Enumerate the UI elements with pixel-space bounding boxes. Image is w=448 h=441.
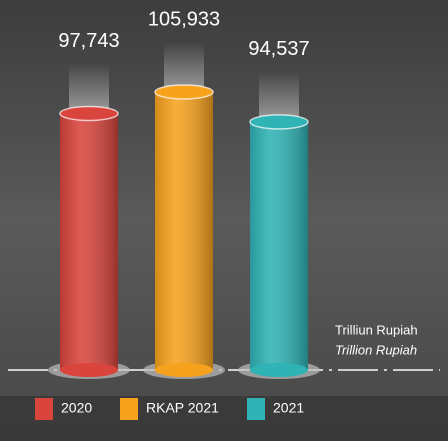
legend-swatch xyxy=(120,398,138,420)
bar-shine xyxy=(60,113,118,371)
label-glow xyxy=(164,42,204,92)
bar-bottom xyxy=(60,363,118,377)
legend-label: 2020 xyxy=(61,400,92,416)
value-label: 105,933 xyxy=(148,8,220,30)
legend-swatch xyxy=(35,398,53,420)
bar-top xyxy=(249,114,309,130)
legend-swatch xyxy=(247,398,265,420)
bar-top xyxy=(59,105,119,122)
value-label: 94,537 xyxy=(248,38,309,60)
bar-top xyxy=(154,84,214,100)
legend-band xyxy=(0,396,448,441)
label-glow xyxy=(259,71,299,122)
value-label: 97,743 xyxy=(58,30,119,52)
unit-label: Trillion Rupiah xyxy=(335,342,417,357)
bar-bottom xyxy=(155,363,213,377)
label-glow xyxy=(69,63,109,114)
bar-shine xyxy=(250,121,308,370)
legend-label: RKAP 2021 xyxy=(146,400,219,416)
legend-label: 2021 xyxy=(273,400,304,416)
bar-shine xyxy=(155,92,213,370)
unit-label: Trilliun Rupiah xyxy=(335,322,418,337)
bar-bottom xyxy=(250,363,308,377)
